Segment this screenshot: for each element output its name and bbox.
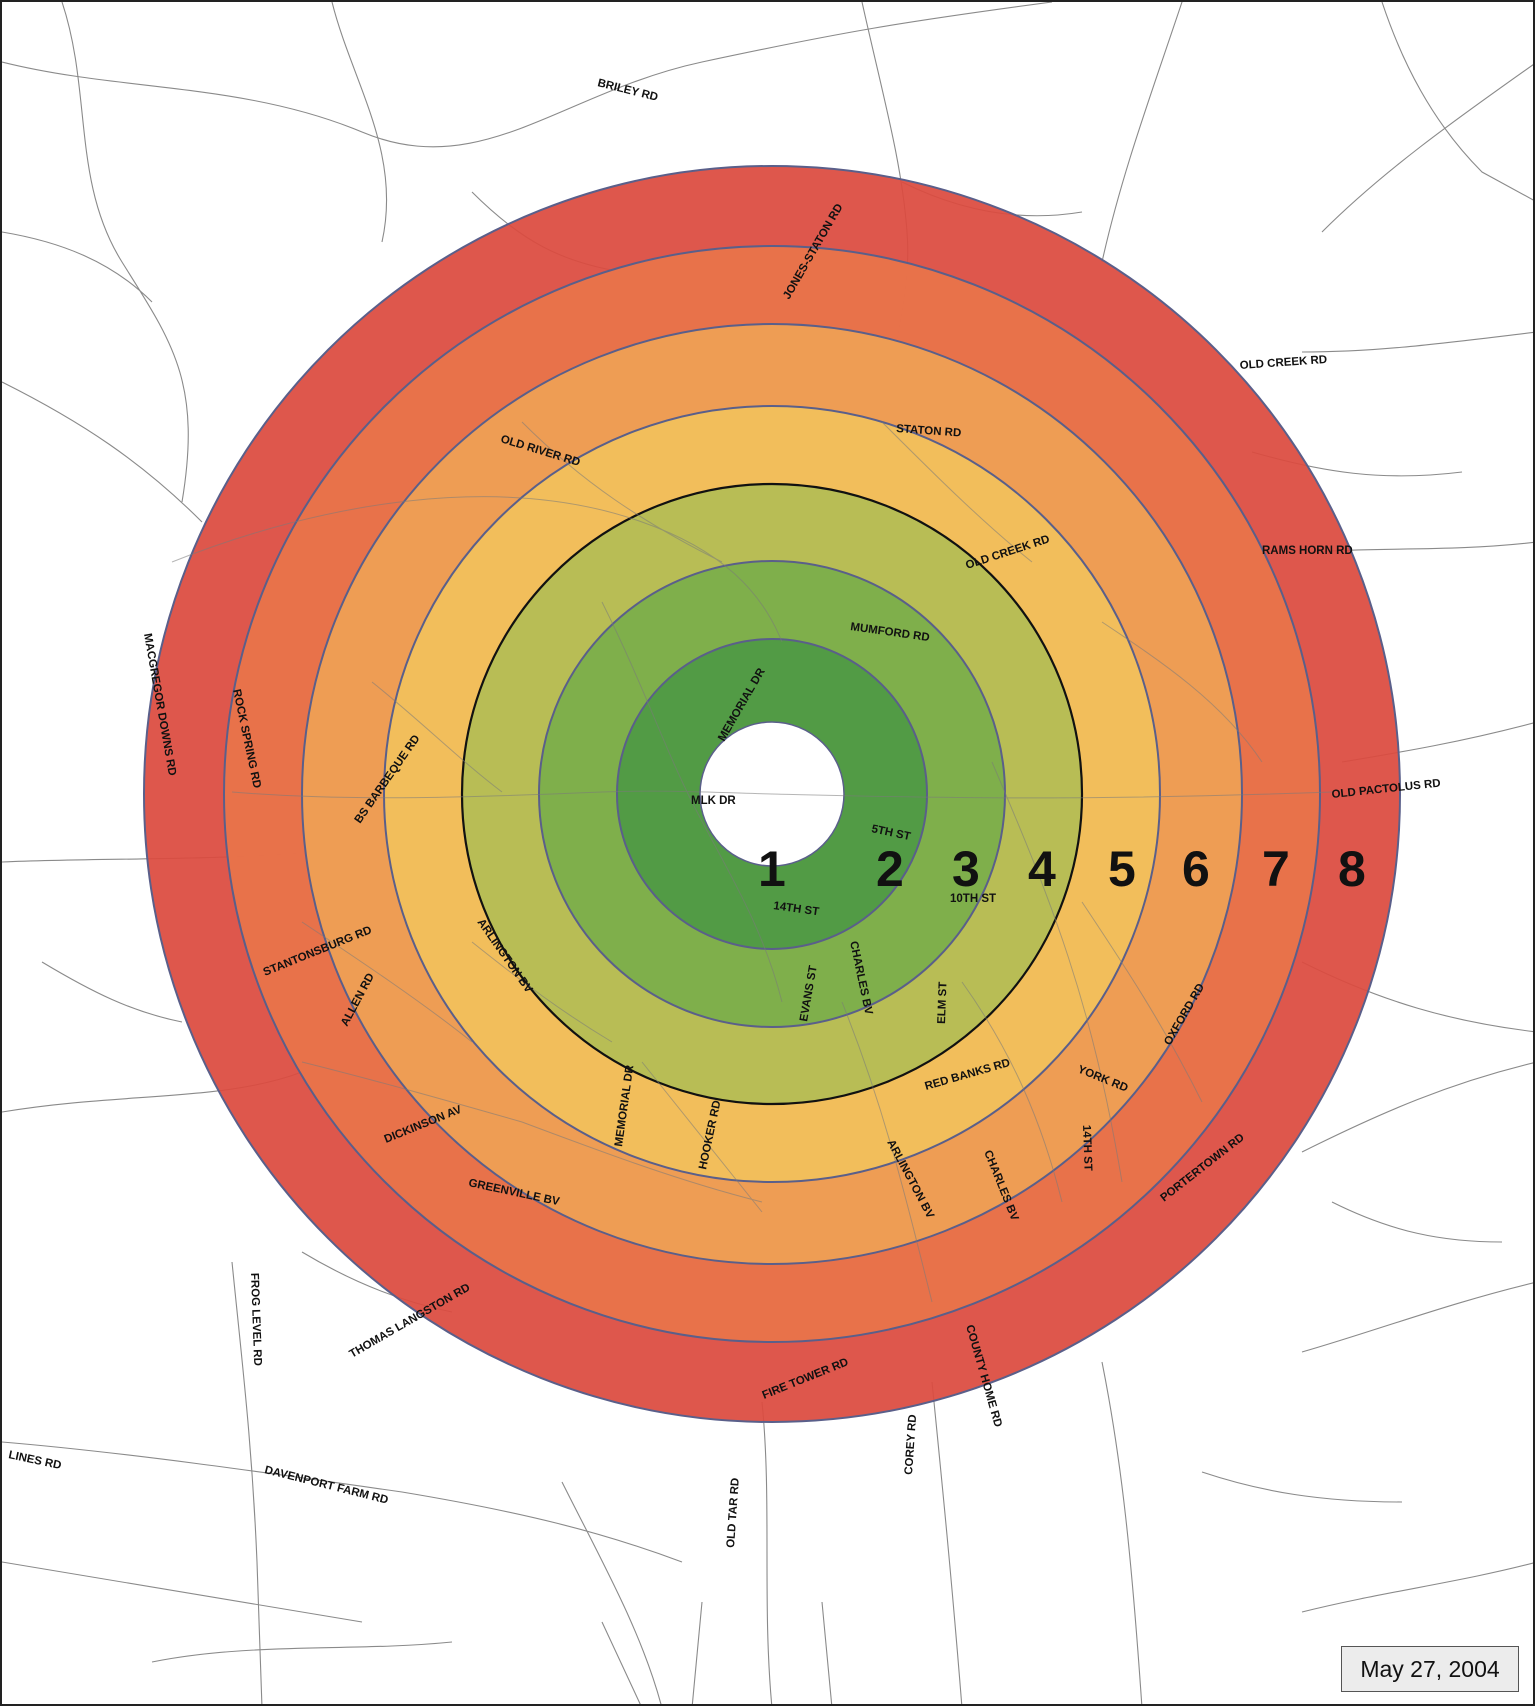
zone-label: 3: [952, 841, 980, 897]
road-label: RAMS HORN RD: [1262, 545, 1353, 557]
inner-road-network: [171, 421, 1333, 1303]
zone-label: 8: [1338, 841, 1366, 897]
road-label: MLK DR: [691, 795, 736, 807]
road-label: STATON RD: [896, 423, 962, 440]
road-label: OLD CREEK RD: [1239, 354, 1327, 372]
zone-label: 2: [876, 841, 904, 897]
road-label: LINES RD: [7, 1449, 62, 1472]
road-label: 10TH ST: [950, 893, 996, 905]
road-label: OLD TAR RD: [725, 1477, 742, 1548]
zone-label: 5: [1108, 841, 1136, 897]
road-label: COREY RD: [903, 1414, 919, 1475]
road-label: 14TH ST: [1080, 1125, 1094, 1171]
zone-label: 4: [1028, 841, 1056, 897]
road-label: ELM ST: [936, 982, 949, 1025]
road-label: BRILEY RD: [596, 77, 659, 104]
zone-labels: 1 2 3 4 5 6 7 8: [758, 841, 1366, 897]
road-label: FROG LEVEL RD: [248, 1273, 263, 1366]
zone-label: 6: [1182, 841, 1210, 897]
zone-label: 7: [1262, 841, 1290, 897]
date-stamp: May 27, 2004: [1341, 1646, 1519, 1692]
zone-label: 1: [758, 841, 786, 897]
road-label: DAVENPORT FARM RD: [263, 1464, 389, 1506]
